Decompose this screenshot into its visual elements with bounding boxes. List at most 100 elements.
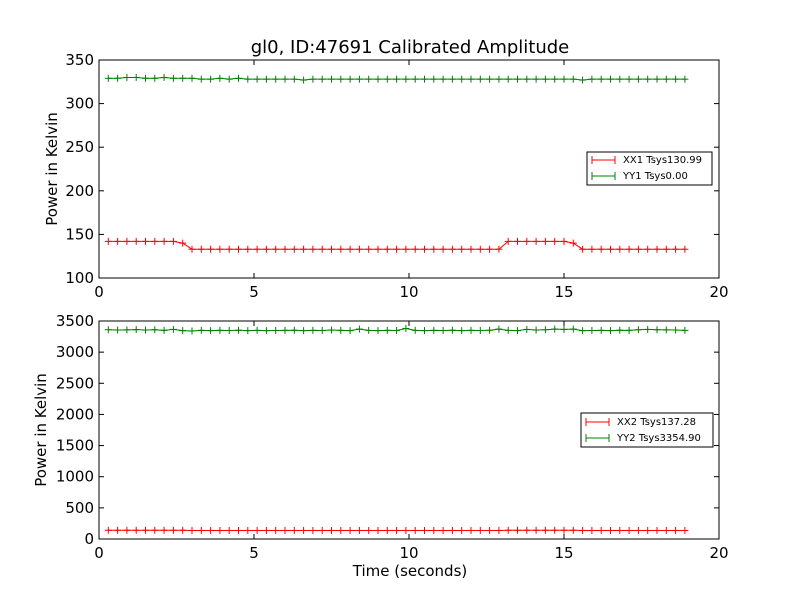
data-point-xx1 (448, 245, 456, 253)
data-point-xx1 (504, 237, 512, 245)
data-point-yy1 (597, 75, 605, 83)
data-point-yy1 (476, 75, 484, 83)
data-point-xx2 (634, 526, 642, 534)
data-point-xx1 (374, 245, 382, 253)
data-point-xx2 (337, 526, 345, 534)
data-point-yy2 (235, 326, 242, 334)
y-tick-label: 350 (65, 51, 94, 69)
data-point-yy1 (262, 75, 270, 83)
data-point-xx2 (272, 526, 280, 534)
data-point-yy1 (374, 75, 382, 83)
data-point-yy1 (402, 75, 410, 83)
data-point-yy2 (337, 326, 345, 334)
data-point-xx2 (197, 526, 205, 534)
data-point-yy1 (421, 75, 428, 83)
series-layer-top (104, 73, 689, 253)
data-point-yy1 (318, 75, 326, 83)
data-point-yy1 (114, 74, 122, 82)
data-point-yy1 (514, 75, 521, 83)
data-point-xx2 (597, 526, 605, 534)
data-point-xx2 (523, 526, 531, 534)
data-point-xx2 (179, 526, 187, 534)
data-point-xx1 (104, 237, 112, 245)
series-layer-bottom (104, 324, 689, 534)
ticks-top: 0 5 10 15 20 100 150 200 250 300 350 (65, 51, 728, 301)
data-point-xx2 (328, 526, 335, 534)
data-point-yy1 (467, 75, 475, 83)
data-point-yy1 (486, 75, 494, 83)
data-point-yy2 (430, 326, 438, 334)
data-point-yy2 (114, 326, 122, 334)
data-point-yy2 (244, 327, 252, 335)
data-point-yy1 (411, 75, 419, 83)
data-point-yy1 (281, 75, 289, 83)
data-point-xx1 (393, 245, 401, 253)
data-point-xx1 (151, 237, 159, 245)
data-point-xx2 (467, 526, 475, 534)
data-point-yy2 (142, 326, 149, 334)
data-point-xx1 (681, 245, 689, 253)
data-point-xx2 (216, 526, 224, 534)
data-point-xx2 (653, 526, 661, 534)
data-point-xx1 (644, 245, 652, 253)
legend-label-xx1: XX1 Tsys130.99 (623, 155, 702, 166)
data-point-xx1 (244, 245, 252, 253)
data-point-yy1 (393, 75, 401, 83)
data-point-yy2 (207, 327, 215, 335)
data-point-yy1 (142, 74, 149, 82)
data-point-yy2 (253, 326, 261, 334)
x-tick-label: 10 (399, 544, 418, 562)
data-point-xx1 (225, 245, 233, 253)
data-point-yy1 (588, 75, 596, 83)
data-point-yy2 (597, 326, 605, 334)
data-point-xx1 (421, 245, 428, 253)
data-point-yy1 (560, 75, 568, 83)
y-axis-label-bottom: Power in Kelvin (32, 373, 50, 487)
data-point-xx2 (383, 526, 391, 534)
data-point-yy2 (309, 326, 317, 334)
data-point-xx1 (160, 237, 168, 245)
data-point-xx1 (607, 245, 614, 253)
data-point-xx2 (253, 526, 261, 534)
data-point-xx1 (207, 245, 215, 253)
data-point-yy2 (560, 325, 568, 333)
data-point-xx1 (672, 245, 680, 253)
data-point-yy2 (616, 326, 624, 334)
data-point-yy1 (607, 75, 614, 83)
x-tick-label: 20 (709, 283, 728, 301)
data-point-xx2 (569, 526, 577, 534)
y-tick-label: 0 (84, 530, 94, 548)
data-point-xx2 (393, 526, 401, 534)
data-point-yy2 (272, 326, 280, 334)
data-point-yy1 (216, 74, 224, 82)
data-point-xx2 (439, 526, 447, 534)
data-point-yy2 (290, 326, 298, 334)
y-tick-label: 300 (65, 95, 94, 113)
data-point-xx2 (188, 526, 196, 534)
data-point-xx1 (197, 245, 205, 253)
data-point-yy2 (486, 326, 494, 334)
data-point-xx2 (104, 526, 112, 534)
data-point-xx2 (318, 526, 326, 534)
data-point-xx1 (439, 245, 447, 253)
y-tick-label: 200 (65, 182, 94, 200)
data-point-xx2 (486, 526, 494, 534)
data-point-xx2 (365, 526, 373, 534)
y-tick-label: 3000 (56, 343, 94, 361)
data-point-yy2 (569, 325, 577, 333)
data-point-yy1 (207, 75, 215, 83)
data-point-yy1 (272, 75, 280, 83)
data-point-xx2 (644, 526, 652, 534)
data-point-yy2 (439, 326, 447, 334)
data-point-xx1 (402, 245, 410, 253)
data-point-xx1 (560, 237, 568, 245)
data-point-xx2 (588, 526, 596, 534)
data-point-xx1 (235, 245, 242, 253)
data-point-yy1 (188, 74, 196, 82)
data-point-yy1 (309, 75, 317, 83)
data-point-yy1 (197, 75, 205, 83)
data-point-yy1 (551, 75, 559, 83)
data-point-yy1 (430, 75, 438, 83)
data-point-xx2 (114, 526, 122, 534)
